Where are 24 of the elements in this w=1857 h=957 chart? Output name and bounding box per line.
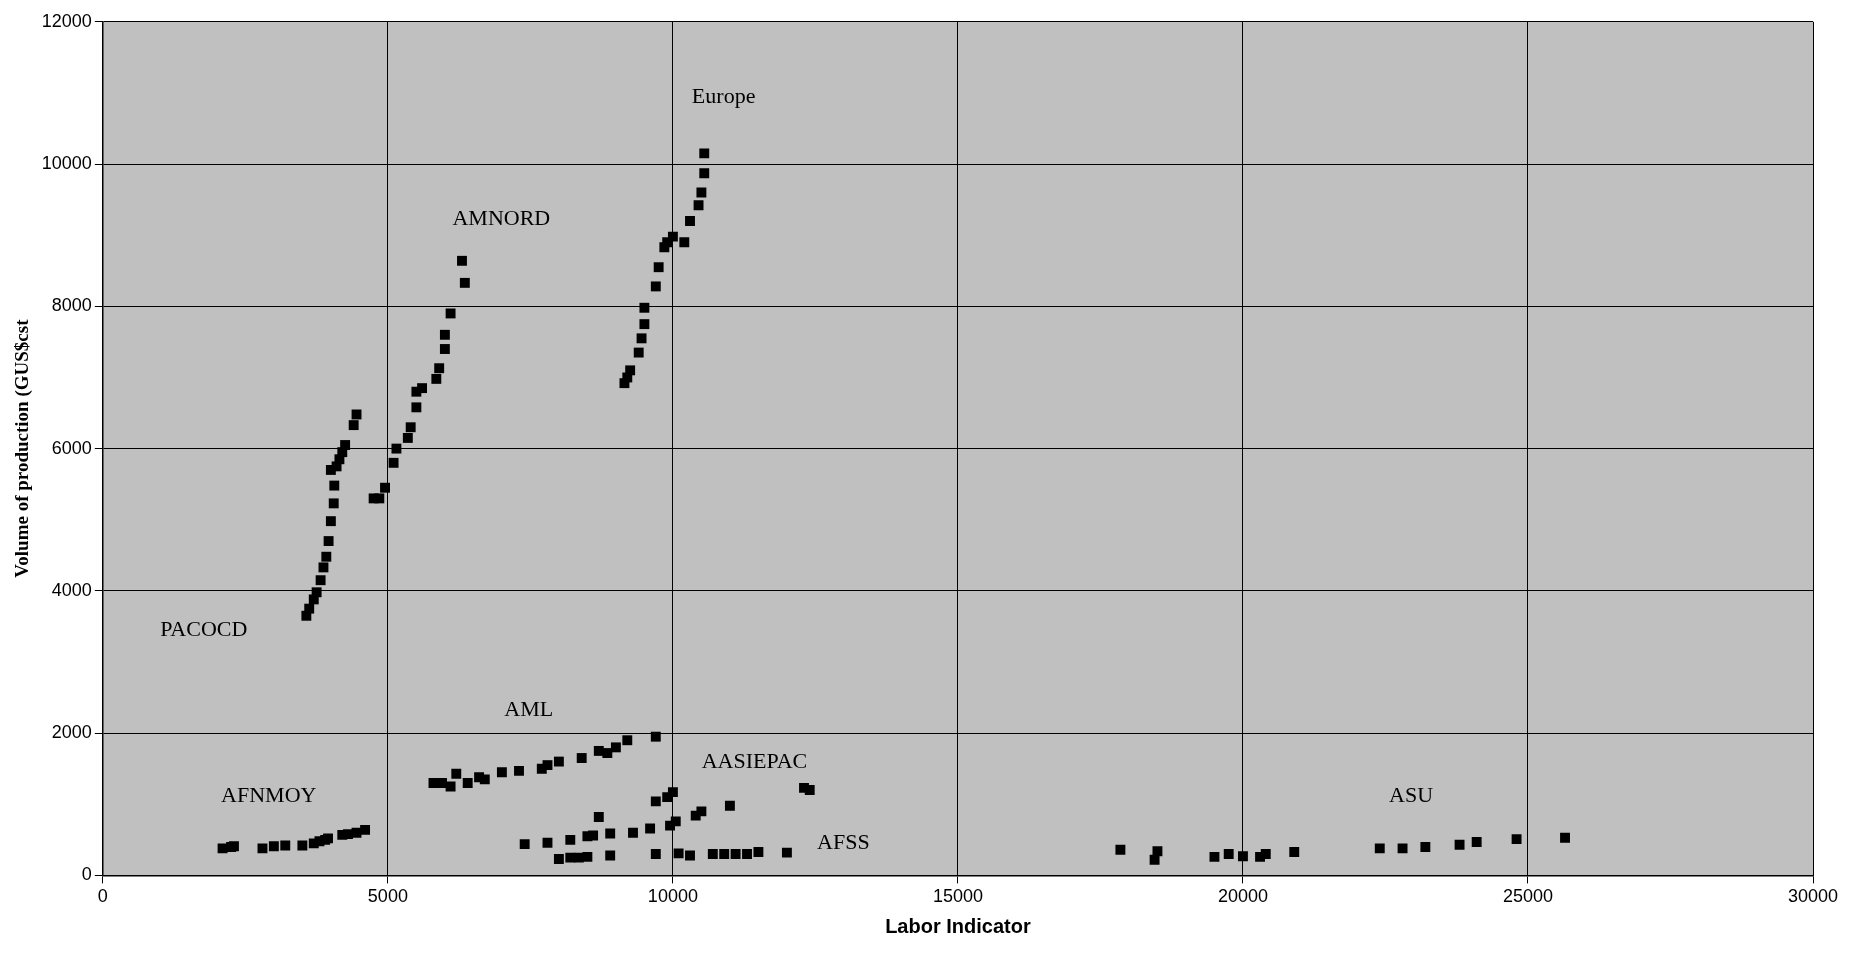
annotation: AFNMOY xyxy=(221,781,317,807)
annotation: ASU xyxy=(1389,781,1434,807)
annotation: AML xyxy=(504,695,554,721)
y-tick-label: 4000 xyxy=(51,579,92,600)
x-tick-label: 10000 xyxy=(647,886,698,907)
x-tick-label: 30000 xyxy=(1787,886,1839,907)
y-tick-label: 0 xyxy=(81,864,92,885)
annotation: AASIEPAC xyxy=(701,747,808,773)
x-tick-label: 20000 xyxy=(1217,886,1268,907)
x-tick-label: 0 xyxy=(97,886,108,907)
annotation: PACOCD xyxy=(160,616,248,642)
y-axis-title: Volume of production (GUS$cst xyxy=(11,318,34,578)
y-tick-label: 6000 xyxy=(51,437,92,458)
y-tick-label: 12000 xyxy=(41,10,92,31)
annotation: AFSS xyxy=(817,828,870,854)
x-axis-title: Labor Indicator xyxy=(885,914,1031,937)
annotation: Europe xyxy=(691,82,756,108)
annotation: AMNORD xyxy=(452,204,551,230)
x-tick-label: 5000 xyxy=(367,886,408,907)
x-tick-label: 25000 xyxy=(1502,886,1554,907)
x-tick-label: 15000 xyxy=(932,886,983,907)
y-tick-label: 10000 xyxy=(41,153,92,174)
y-tick-label: 2000 xyxy=(51,722,92,743)
y-tick-label: 8000 xyxy=(51,295,92,316)
